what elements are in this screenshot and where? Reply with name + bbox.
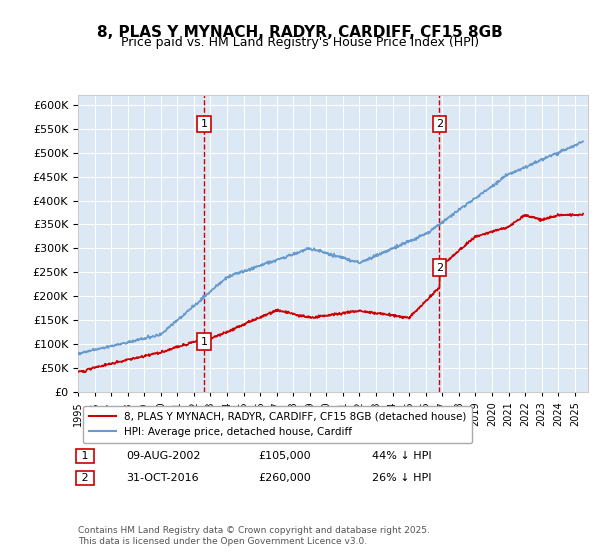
Legend: 8, PLAS Y MYNACH, RADYR, CARDIFF, CF15 8GB (detached house), HPI: Average price,: 8, PLAS Y MYNACH, RADYR, CARDIFF, CF15 8… [83, 405, 472, 444]
Text: 44% ↓ HPI: 44% ↓ HPI [372, 451, 431, 461]
Text: 2: 2 [436, 119, 443, 129]
Text: Price paid vs. HM Land Registry's House Price Index (HPI): Price paid vs. HM Land Registry's House … [121, 36, 479, 49]
Text: £260,000: £260,000 [258, 473, 311, 483]
Text: 09-AUG-2002: 09-AUG-2002 [126, 451, 200, 461]
Text: 8, PLAS Y MYNACH, RADYR, CARDIFF, CF15 8GB: 8, PLAS Y MYNACH, RADYR, CARDIFF, CF15 8… [97, 25, 503, 40]
Text: 2: 2 [78, 473, 92, 483]
Text: 31-OCT-2016: 31-OCT-2016 [126, 473, 199, 483]
Text: 2: 2 [436, 263, 443, 273]
Text: 1: 1 [78, 451, 92, 461]
Text: £105,000: £105,000 [258, 451, 311, 461]
Text: 1: 1 [200, 337, 208, 347]
Text: 1: 1 [200, 119, 208, 129]
Text: Contains HM Land Registry data © Crown copyright and database right 2025.
This d: Contains HM Land Registry data © Crown c… [78, 526, 430, 546]
Text: 26% ↓ HPI: 26% ↓ HPI [372, 473, 431, 483]
